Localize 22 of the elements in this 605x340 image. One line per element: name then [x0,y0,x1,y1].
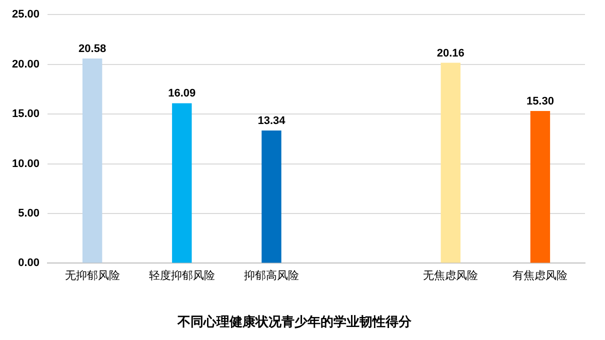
bar [82,58,102,263]
x-tick-label: 有焦虑风险 [512,268,568,282]
x-tick-label: 抑郁高风险 [244,268,299,282]
data-label: 20.58 [78,43,106,56]
y-tick-label: 5.00 [18,208,40,220]
y-tick-label: 20.00 [12,58,40,70]
bar [530,111,550,263]
y-tick-label: 15.00 [12,108,40,120]
y-tick-label: 25.00 [12,8,40,21]
text: 不同心理健康状况青少年的学业韧性得分 [176,314,412,329]
data-label: 13.34 [258,115,286,128]
x-tick-label: 轻度抑郁风险 [148,268,215,282]
bar [262,130,282,263]
bar [440,62,460,263]
x-tick-label: 无抑郁风险 [64,270,120,282]
data-label: 15.30 [526,96,554,108]
y-tick-label: 10.00 [12,158,40,170]
data-label: 20.16 [436,47,464,60]
x-tick-label: 无焦虑风险 [423,268,478,282]
y-tick-label: 0.00 [18,257,40,270]
bar [172,103,192,263]
data-label: 16.09 [168,88,196,100]
